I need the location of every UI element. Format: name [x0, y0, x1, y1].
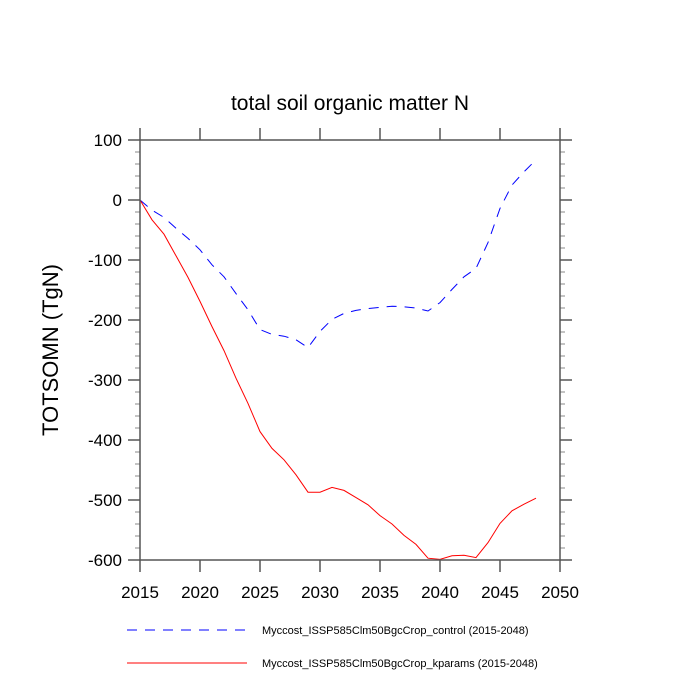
y-tick-label: -400 [88, 431, 122, 450]
x-tick-label: 2050 [541, 583, 579, 602]
legend-label-1: Myccost_ISSP585Clm50BgcCrop_kparams (201… [262, 658, 538, 670]
x-tick-label: 2030 [301, 583, 339, 602]
y-tick-label: 0 [113, 191, 122, 210]
x-tick-label: 2045 [481, 583, 519, 602]
y-tick-label: -500 [88, 491, 122, 510]
chart-title: total soil organic matter N [231, 92, 469, 115]
series-line-1 [139, 199, 537, 560]
y-tick-label: -600 [88, 551, 122, 570]
plot-frame [139, 139, 561, 561]
y-tick-label: -300 [88, 371, 122, 390]
x-tick-label: 2035 [361, 583, 399, 602]
x-tick-label: 2015 [121, 583, 159, 602]
y-tick-label: -200 [88, 311, 122, 330]
x-tick-label: 2040 [421, 583, 459, 602]
x-tick-label: 2025 [241, 583, 279, 602]
legend-label-0: Myccost_ISSP585Clm50BgcCrop_control (201… [262, 625, 529, 637]
x-tick-label: 2020 [181, 583, 219, 602]
series-line-0 [139, 159, 537, 349]
y-tick-label: -100 [88, 251, 122, 270]
y-tick-label: 100 [94, 131, 122, 150]
y-axis-label: TOTSOMN (TgN) [38, 264, 63, 436]
